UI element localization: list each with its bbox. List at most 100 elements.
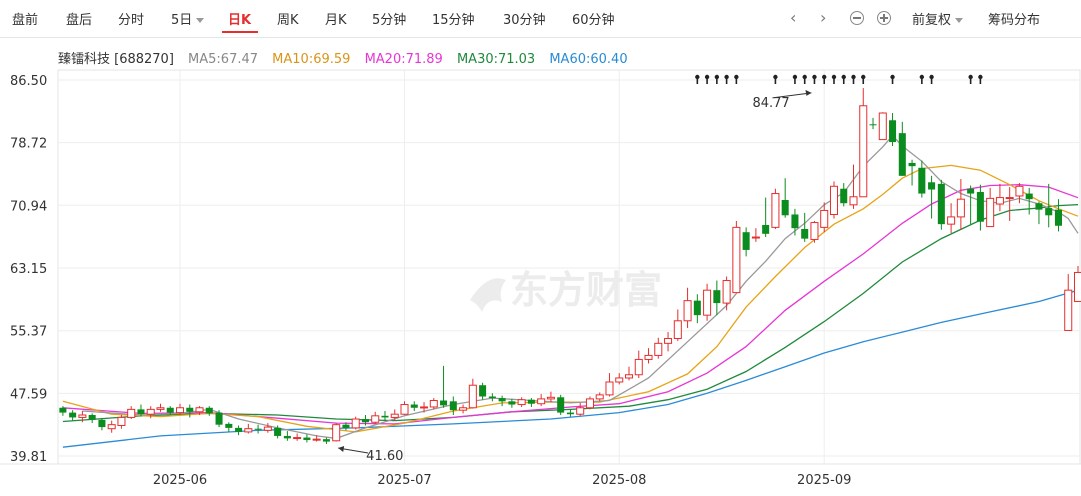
- zoom-in-icon[interactable]: [877, 11, 891, 25]
- chevron-right-icon[interactable]: ›: [820, 8, 827, 27]
- candle-body-up: [820, 209, 829, 228]
- candle: [88, 413, 96, 424]
- legend-ma5: MA5:67.47: [188, 52, 259, 67]
- candle-body-up: [664, 338, 673, 344]
- candle: [869, 117, 877, 130]
- candle-body-up: [995, 197, 1004, 205]
- candle-body-up: [156, 407, 165, 410]
- candle-body-down: [908, 162, 916, 167]
- candle: [820, 202, 829, 233]
- tab-4[interactable]: 日K: [228, 13, 252, 28]
- candle: [244, 423, 253, 434]
- adjust-mode-label: 前复权: [912, 13, 952, 28]
- candle-body-down: [322, 439, 330, 442]
- chart-grid: [0, 69, 1081, 465]
- marker-dot: [841, 74, 846, 80]
- candle: [878, 112, 887, 141]
- candle: [595, 392, 604, 402]
- candle: [303, 434, 311, 443]
- tab-2[interactable]: 分时: [118, 13, 145, 28]
- watermark: 东方财富: [470, 268, 662, 312]
- tab-10[interactable]: 60分钟: [572, 13, 615, 28]
- marker-dot: [704, 74, 710, 80]
- chevron-left-icon[interactable]: ‹: [790, 8, 797, 27]
- candle: [274, 425, 282, 439]
- candle-body-up: [1064, 289, 1073, 331]
- event-marker-icon: [695, 74, 700, 84]
- candle-body-down: [918, 167, 926, 194]
- tab-1[interactable]: 盘后: [66, 13, 93, 28]
- candle: [829, 181, 838, 219]
- x-tick-label: 2025-09: [797, 473, 851, 488]
- adjust-mode-select[interactable]: 前复权: [912, 9, 964, 28]
- candle-body-down: [840, 188, 848, 204]
- event-marker-icon: [861, 74, 866, 84]
- candle-body-down: [449, 401, 457, 411]
- zoom-out-icon[interactable]: [850, 11, 864, 25]
- plot-frame: [57, 69, 1081, 465]
- candle-body-down: [976, 191, 984, 222]
- candle-body-up: [517, 399, 526, 406]
- candle-body-down: [381, 415, 389, 418]
- event-marker-icon: [968, 74, 973, 84]
- tab-7[interactable]: 5分钟: [372, 13, 407, 28]
- marker-dot: [851, 74, 856, 80]
- candle-body-down: [137, 409, 145, 415]
- kline-chart[interactable]: 东方财富 84.77 41.60 86.50 78.72 70.94 63.15 55.3…: [0, 38, 1081, 496]
- candle: [585, 396, 594, 410]
- candle: [1064, 274, 1073, 331]
- marker-dot: [802, 74, 807, 80]
- candle: [527, 398, 535, 407]
- candle: [624, 366, 634, 381]
- candle: [644, 348, 653, 364]
- candle: [468, 378, 477, 409]
- candle: [771, 188, 780, 229]
- event-marker-icon: [724, 74, 729, 84]
- candle-body-down: [98, 419, 106, 428]
- tab-9[interactable]: 30分钟: [503, 13, 546, 28]
- tab-3[interactable]: 5日: [171, 9, 205, 28]
- candle: [342, 422, 350, 431]
- legend-ma10: MA10:69.59: [272, 52, 351, 67]
- candle-body-down: [801, 228, 809, 239]
- tab-6[interactable]: 月K: [325, 13, 347, 28]
- marker-dot: [822, 74, 827, 80]
- candle: [908, 159, 916, 186]
- ma-legend: 臻镭科技 [688270] MA5:67.47 MA10:69.59 MA20:…: [58, 48, 638, 67]
- candle-body-down: [791, 214, 799, 229]
- tab-8[interactable]: 15分钟: [432, 13, 475, 28]
- candle: [98, 418, 106, 431]
- candle-body-down: [361, 419, 369, 423]
- high-price-label: 84.77: [752, 96, 789, 111]
- tab-5[interactable]: 周K: [277, 13, 299, 28]
- candle-body-down: [693, 300, 701, 316]
- chip-distribution-button[interactable]: 筹码分布: [988, 13, 1041, 28]
- candle-body-up: [107, 424, 116, 430]
- candle: [117, 415, 126, 429]
- low-arrow-icon: [338, 446, 345, 453]
- candle: [722, 276, 731, 311]
- candle-body-down: [59, 407, 67, 413]
- event-markers: [695, 74, 983, 84]
- candle-body-up: [420, 406, 429, 409]
- candle: [498, 395, 506, 407]
- candle-body-down: [186, 407, 194, 412]
- marker-dot: [773, 74, 778, 80]
- candle: [918, 160, 926, 198]
- candle-body-up: [771, 193, 780, 228]
- candle-body-up: [127, 408, 136, 418]
- candle-body-down: [235, 427, 243, 432]
- y-tick-label: 78.72: [10, 137, 47, 152]
- candle-body-up: [956, 198, 965, 218]
- candle-body-up: [673, 320, 682, 340]
- candle-body-up: [878, 112, 887, 141]
- marker-dot: [919, 74, 925, 80]
- candle-body-up: [429, 400, 438, 408]
- candle: [840, 183, 848, 207]
- candle: [186, 404, 194, 418]
- marker-dot: [724, 74, 729, 80]
- candle-body-up: [371, 415, 380, 423]
- tab-0[interactable]: 盘前: [12, 13, 39, 28]
- candle-body-down: [342, 424, 350, 428]
- candle: [859, 88, 868, 198]
